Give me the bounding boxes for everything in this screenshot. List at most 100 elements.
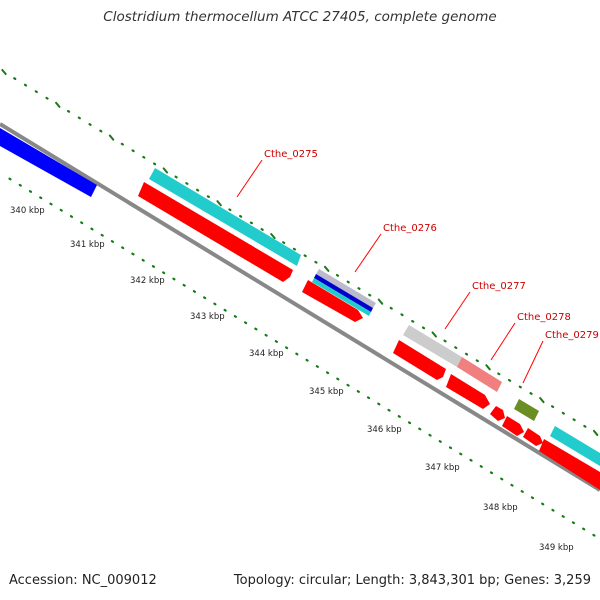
- ruler-minor-tick: [389, 306, 393, 310]
- ruler-minor-tick: [518, 385, 522, 389]
- ruler-minor-tick: [282, 241, 286, 245]
- ruler-label-349: 349 kbp: [539, 543, 574, 553]
- ruler-minor-tick: [49, 202, 53, 206]
- ruler-minor-tick: [90, 227, 94, 231]
- ruler-minor-tick: [335, 273, 340, 277]
- ruler-minor-tick: [39, 196, 43, 200]
- ruler-label-348: 348 kbp: [483, 503, 518, 513]
- ruler-major-tick: [162, 167, 169, 174]
- ruler-minor-tick: [162, 271, 166, 275]
- ruler-minor-tick: [366, 396, 371, 400]
- ruler-minor-tick: [443, 339, 447, 343]
- feature-bar-cyan-0275: [149, 168, 301, 266]
- ruler-minor-tick: [185, 182, 189, 185]
- ruler-minor-tick: [418, 427, 422, 431]
- callout-line-0279: [522, 340, 544, 384]
- ruler-minor-tick: [510, 483, 514, 487]
- ruler-minor-tick: [141, 258, 145, 262]
- ruler-minor-tick: [571, 521, 576, 525]
- ruler-major-tick: [539, 397, 545, 404]
- ruler-minor-tick: [479, 465, 483, 468]
- ruler-minor-tick: [421, 326, 426, 330]
- gene-label-0276: Cthe_0276: [383, 223, 437, 234]
- ruler-major-tick: [377, 298, 384, 305]
- ruler-major-tick: [431, 331, 437, 338]
- ruler-minor-tick: [284, 346, 289, 350]
- ruler-minor-tick: [356, 390, 360, 393]
- ruler-minor-tick: [88, 123, 92, 126]
- ruler-minor-tick: [582, 527, 586, 531]
- feature-bar-pink-0278: [457, 357, 502, 392]
- ruler-minor-tick: [28, 190, 33, 193]
- ruler-minor-tick: [121, 246, 125, 250]
- ruler-minor-tick: [550, 405, 555, 409]
- cds-arrow-right: [539, 439, 600, 490]
- ruler-label-347: 347 kbp: [425, 463, 460, 473]
- ruler-label-341: 341 kbp: [70, 240, 105, 250]
- callout-line-0277: [444, 291, 471, 330]
- ruler-minor-tick: [400, 313, 404, 317]
- ruler-minor-tick: [500, 477, 504, 481]
- ruler-minor-tick: [438, 440, 442, 443]
- callout-line-0278: [490, 322, 516, 361]
- ruler-label-340: 340 kbp: [10, 206, 45, 216]
- ruler-minor-tick: [151, 265, 156, 268]
- gene-label-0279: Cthe_0279: [545, 330, 599, 341]
- ruler-minor-tick: [34, 90, 38, 94]
- ruler-minor-tick: [551, 508, 555, 512]
- ruler-minor-tick: [66, 109, 71, 113]
- ruler-minor-tick: [305, 358, 309, 362]
- feature-bars: [0, 128, 600, 466]
- ruler-minor-tick: [254, 327, 258, 331]
- ruler-minor-tick: [244, 321, 248, 325]
- ruler-minor-tick: [387, 408, 391, 412]
- ruler-minor-tick: [325, 371, 330, 375]
- ruler-major-tick: [55, 101, 61, 108]
- ruler-minor-tick: [529, 392, 533, 395]
- ruler-minor-tick: [489, 471, 494, 475]
- ruler-minor-tick: [8, 177, 12, 181]
- ruler-minor-tick: [315, 365, 319, 368]
- ruler-minor-tick: [206, 195, 210, 199]
- ruler-minor-tick: [45, 96, 49, 100]
- gene-label-0277: Cthe_0277: [472, 281, 526, 292]
- ruler-label-342: 342 kbp: [130, 276, 165, 286]
- cds-arrow-0279b: [502, 416, 524, 436]
- callout-line-0275: [236, 159, 263, 198]
- ruler-minor-tick: [196, 188, 200, 192]
- ruler-minor-tick: [228, 208, 232, 212]
- ruler-minor-tick: [260, 228, 264, 231]
- ruler-minor-tick: [572, 418, 576, 422]
- ruler-minor-tick: [18, 183, 22, 187]
- genome-backbone: [0, 122, 600, 492]
- ruler-major-tick: [216, 200, 222, 207]
- ruler-minor-tick: [520, 490, 524, 493]
- feature-bar-grey-0276: [316, 269, 376, 308]
- ruler-major-tick: [270, 232, 276, 240]
- ruler-minor-tick: [541, 502, 545, 506]
- feature-bar-olive-0279: [514, 399, 539, 421]
- ruler-label-344: 344 kbp: [249, 349, 284, 359]
- ruler-minor-tick: [464, 352, 469, 356]
- ruler-label-343: 343 kbp: [190, 312, 225, 322]
- outer-ruler: [1, 68, 599, 436]
- ruler-minor-tick: [13, 77, 17, 80]
- feature-bar-blue-left: [0, 128, 97, 197]
- gene-label-0278: Cthe_0278: [517, 312, 571, 323]
- ruler-minor-tick: [407, 421, 412, 425]
- ruler-major-tick: [323, 265, 330, 272]
- ruler-minor-tick: [239, 214, 243, 218]
- ruler-minor-tick: [428, 433, 432, 437]
- ruler-minor-tick: [377, 402, 381, 406]
- cds-arrows: [138, 182, 600, 490]
- ruler-minor-tick: [174, 175, 178, 179]
- cds-arrow-0276: [302, 280, 363, 322]
- cds-arrow-0277: [393, 340, 446, 380]
- ruler-major-tick: [108, 134, 115, 141]
- ruler-minor-tick: [469, 458, 473, 462]
- ruler-minor-tick: [249, 221, 254, 225]
- ruler-minor-tick: [561, 411, 565, 415]
- ruler-minor-tick: [131, 149, 135, 153]
- accession-text: Accession: NC_009012: [9, 573, 157, 588]
